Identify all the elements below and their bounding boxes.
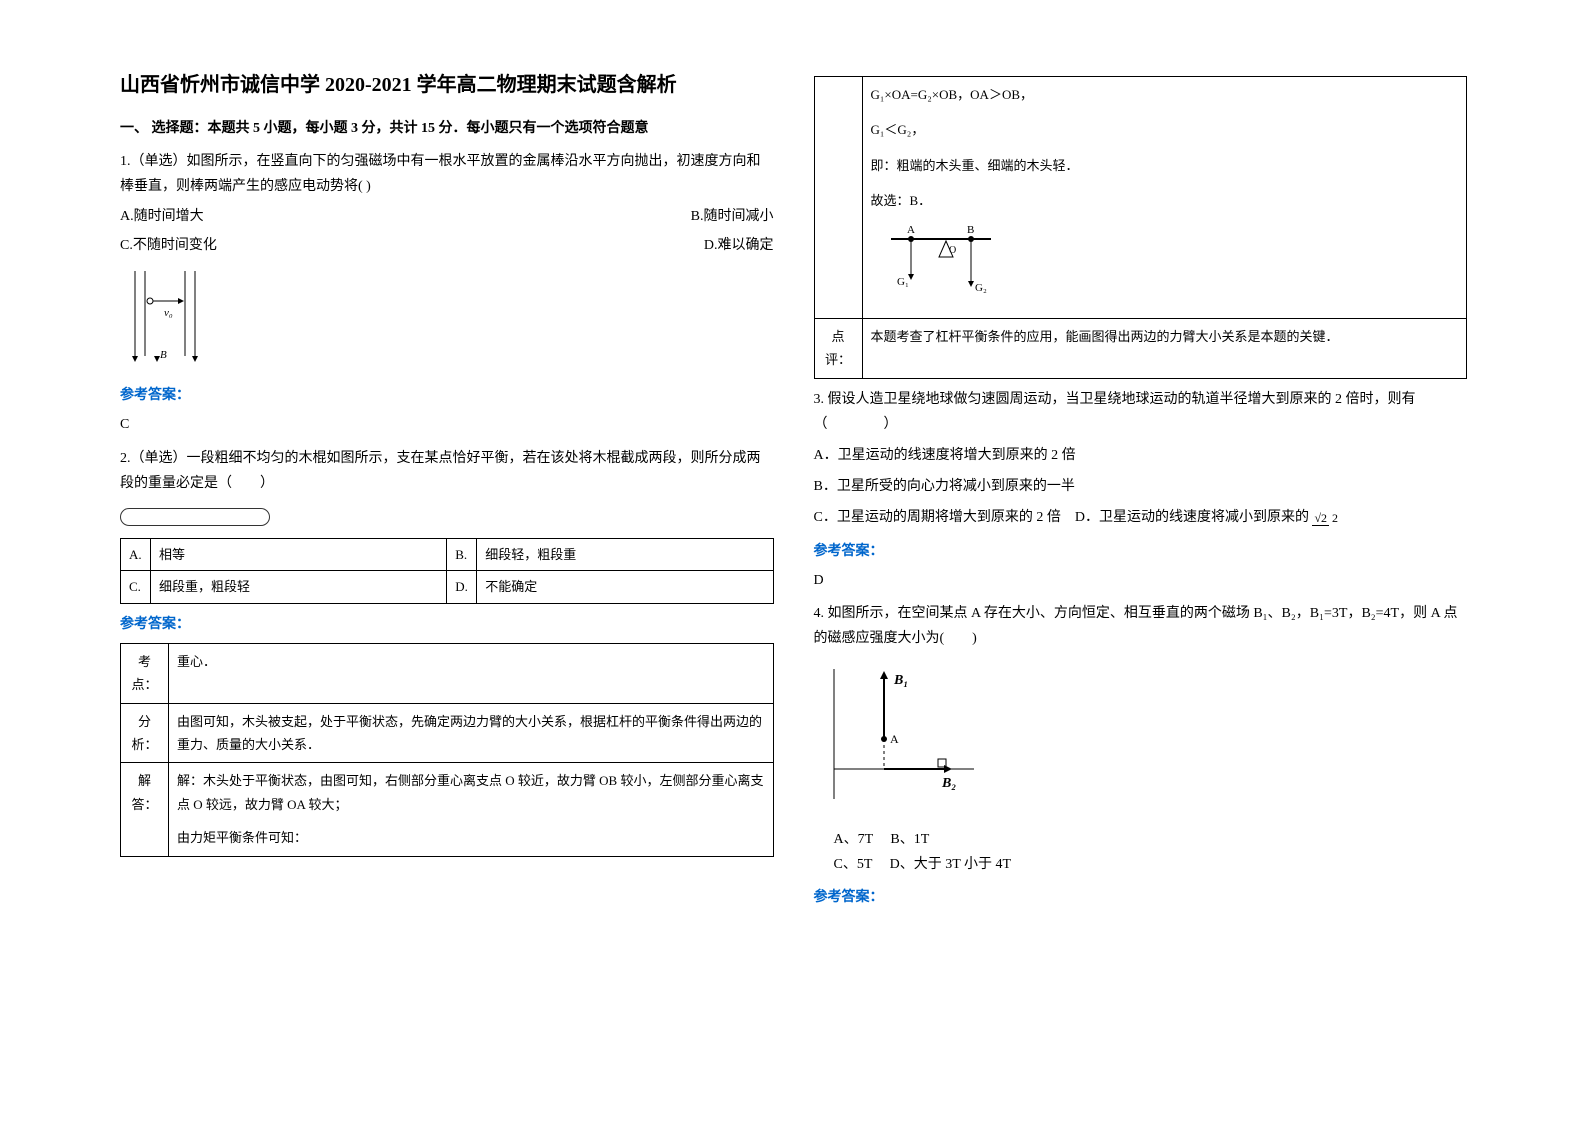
svg-text:A: A <box>890 732 899 746</box>
table-row: C. 细段重，粗段轻 D. 不能确定 <box>121 571 774 603</box>
table-row: G₁×OA=G₂×OB，OA＞OB， G₁＜G₂， 即：粗端的木头重、细端的木头… <box>814 77 1467 319</box>
q2-optD-label: D. <box>447 571 477 603</box>
section-1-header: 一、 选择题：本题共 5 小题，每小题 3 分，共计 15 分．每小题只有一个选… <box>120 116 774 141</box>
q2-optC: 细段重，粗段轻 <box>151 571 447 603</box>
q2-options-table: A. 相等 B. 细段轻，粗段重 C. 细段重，粗段轻 D. 不能确定 <box>120 538 774 604</box>
q3-optCD: C．卫星运动的周期将增大到原来的 2 倍 D．卫星运动的线速度将减小到原来的 √… <box>814 505 1468 530</box>
q4-svg: B₁ A B₂ <box>814 659 994 809</box>
q3-optB: B．卫星所受的向心力将减小到原来的一半 <box>814 474 1468 499</box>
question-4: 4. 如图所示，在空间某点 A 存在大小、方向恒定、相互垂直的两个磁场 B₁、B… <box>814 601 1468 910</box>
empty-cell <box>814 77 862 319</box>
q2-jd-p4: G₁＜G₂， <box>871 118 1459 141</box>
svg-text:B₂: B₂ <box>941 776 956 791</box>
table-row: 考点： 重心． <box>121 643 774 703</box>
lever-svg: A B O G₁ G₂ <box>871 219 1021 299</box>
q2-stem: 2.（单选）一段粗细不均匀的木棍如图所示，支在某点恰好平衡，若在该处将木棍截成两… <box>120 446 774 496</box>
q2-analysis-table: 考点： 重心． 分析： 由图可知，木头被支起，处于平衡状态，先确定两边力臂的大小… <box>120 643 774 857</box>
q2-fx: 由图可知，木头被支起，处于平衡状态，先确定两边力臂的大小关系，根据杠杆的平衡条件… <box>169 703 774 763</box>
q2-fx-label: 分析： <box>121 703 169 763</box>
left-column: 山西省忻州市诚信中学 2020-2021 学年高二物理期末试题含解析 一、 选择… <box>100 70 794 1052</box>
right-column: G₁×OA=G₂×OB，OA＞OB， G₁＜G₂， 即：粗端的木头重、细端的木头… <box>794 70 1488 1052</box>
q3-optC: C．卫星运动的周期将增大到原来的 2 倍 <box>814 510 1061 525</box>
q2-jd-p5: 即：粗端的木头重、细端的木头轻． <box>871 154 1459 177</box>
q4-optA: A、7T <box>834 832 873 847</box>
q3-frac-num: √2 <box>1312 511 1329 526</box>
q4-figure: B₁ A B₂ <box>814 659 1468 818</box>
q2-analysis-cont: G₁×OA=G₂×OB，OA＞OB， G₁＜G₂， 即：粗端的木头重、细端的木头… <box>814 76 1468 379</box>
q4-stem: 4. 如图所示，在空间某点 A 存在大小、方向恒定、相互垂直的两个磁场 B₁、B… <box>814 601 1468 651</box>
q2-kd-label: 考点： <box>121 643 169 703</box>
q3-optA: A．卫星运动的线速度将增大到原来的 2 倍 <box>814 443 1468 468</box>
q4-opts-row2: C、5T D、大于 3T 小于 4T <box>814 852 1468 877</box>
svg-text:A: A <box>907 224 915 236</box>
question-3: 3. 假设人造卫星绕地球做匀速圆周运动，当卫星绕地球运动的轨道半径增大到原来的 … <box>814 387 1468 593</box>
q4-optB: B、1T <box>890 832 929 847</box>
q4-answer-label: 参考答案： <box>814 885 1468 910</box>
q2-dp: 本题考查了杠杆平衡条件的应用，能画图得出两边的力臂大小关系是本题的关键． <box>862 318 1467 378</box>
q2-stick-figure <box>120 508 270 526</box>
svg-text:G₂: G₂ <box>975 282 987 294</box>
q4-optD: D、大于 3T 小于 4T <box>890 857 1011 872</box>
question-1: 1.（单选）如图所示，在竖直向下的匀强磁场中有一根水平放置的金属棒沿水平方向抛出… <box>120 149 774 437</box>
q1-figure: v₀ B <box>120 266 774 375</box>
q1-stem: 1.（单选）如图所示，在竖直向下的匀强磁场中有一根水平放置的金属棒沿水平方向抛出… <box>120 149 774 199</box>
q1-opt-c: C.不随时间变化 <box>120 233 217 258</box>
q2-jd-cell: 解：木头处于平衡状态，由图可知，右侧部分重心离支点 O 较近，故力臂 OB 较小… <box>169 763 774 856</box>
svg-text:B₁: B₁ <box>893 673 908 688</box>
q3-answer: D <box>814 568 1468 593</box>
q2-optA: 相等 <box>151 538 447 570</box>
doc-title: 山西省忻州市诚信中学 2020-2021 学年高二物理期末试题含解析 <box>120 70 774 100</box>
q4-optC: C、5T <box>834 857 873 872</box>
q1-answer: C <box>120 412 774 437</box>
svg-text:B: B <box>160 349 167 361</box>
q3-frac-den: 2 <box>1332 511 1338 525</box>
q2-jd-p2: 由力矩平衡条件可知： <box>177 826 765 849</box>
table-row: 解答： 解：木头处于平衡状态，由图可知，右侧部分重心离支点 O 较近，故力臂 O… <box>121 763 774 856</box>
q1-opt-d: D.难以确定 <box>704 233 774 258</box>
q2-jd-p1: 解：木头处于平衡状态，由图可知，右侧部分重心离支点 O 较近，故力臂 OB 较小… <box>177 769 765 816</box>
q2-optB-label: B. <box>447 538 477 570</box>
q2-kd: 重心． <box>169 643 774 703</box>
q2-dp-label: 点评： <box>814 318 862 378</box>
q1-answer-label: 参考答案： <box>120 383 774 408</box>
question-2: 2.（单选）一段粗细不均匀的木棍如图所示，支在某点恰好平衡，若在该处将木棍截成两… <box>120 446 774 857</box>
q2-jd-label: 解答： <box>121 763 169 856</box>
q1-opt-a: A.随时间增大 <box>120 204 204 229</box>
q3-frac: √2 2 <box>1312 512 1338 525</box>
svg-text:O: O <box>949 245 956 256</box>
q1-opt-b: B.随时间减小 <box>691 204 774 229</box>
q2-jd-p6: 故选：B． <box>871 189 1459 212</box>
q3-optD-pre: D．卫星运动的线速度将减小到原来的 <box>1075 510 1309 525</box>
q2-jd-p3: G₁×OA=G₂×OB，OA＞OB， <box>871 83 1459 106</box>
q3-stem: 3. 假设人造卫星绕地球做匀速圆周运动，当卫星绕地球运动的轨道半径增大到原来的 … <box>814 387 1468 437</box>
q2-lever-figure: A B O G₁ G₂ <box>871 219 1459 306</box>
table-row: 分析： 由图可知，木头被支起，处于平衡状态，先确定两边力臂的大小关系，根据杠杆的… <box>121 703 774 763</box>
q2-optB: 细段轻，粗段重 <box>477 538 773 570</box>
q2-optC-label: C. <box>121 571 151 603</box>
q2-jd-cont: G₁×OA=G₂×OB，OA＞OB， G₁＜G₂， 即：粗端的木头重、细端的木头… <box>862 77 1467 319</box>
svg-text:G₁: G₁ <box>897 276 909 288</box>
table-row: 点评： 本题考查了杠杆平衡条件的应用，能画图得出两边的力臂大小关系是本题的关键． <box>814 318 1467 378</box>
q1-options-row2: C.不随时间变化 D.难以确定 <box>120 233 774 258</box>
q3-answer-label: 参考答案： <box>814 539 1468 564</box>
q2-optD: 不能确定 <box>477 571 773 603</box>
q2-answer-label: 参考答案： <box>120 612 774 637</box>
q1-svg: v₀ B <box>120 266 210 366</box>
svg-text:B: B <box>967 224 974 236</box>
q1-options-row1: A.随时间增大 B.随时间减小 <box>120 204 774 229</box>
q2-optA-label: A. <box>121 538 151 570</box>
svg-text:v₀: v₀ <box>164 307 173 319</box>
table-row: A. 相等 B. 细段轻，粗段重 <box>121 538 774 570</box>
q4-opts-row1: A、7T B、1T <box>814 827 1468 852</box>
